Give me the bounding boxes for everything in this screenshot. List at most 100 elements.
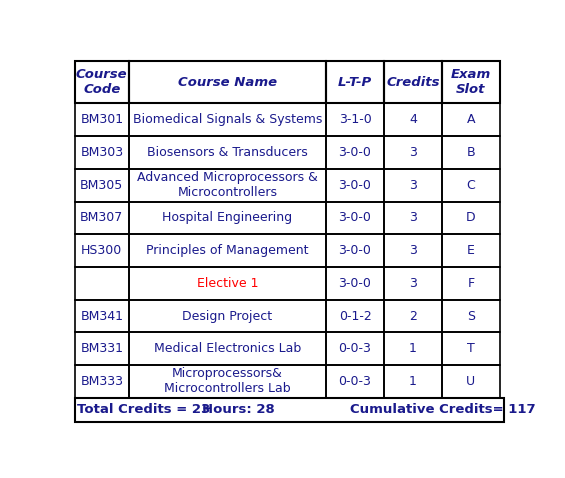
Bar <box>326 332 384 365</box>
Text: 3: 3 <box>409 277 417 290</box>
Bar <box>129 169 326 202</box>
Text: 3-0-0: 3-0-0 <box>338 277 371 290</box>
Bar <box>75 202 129 234</box>
Text: 0-0-3: 0-0-3 <box>338 375 371 388</box>
Bar <box>75 169 129 202</box>
Text: 3: 3 <box>409 146 417 159</box>
Bar <box>384 365 442 398</box>
Bar <box>384 332 442 365</box>
Bar <box>75 332 129 365</box>
Bar <box>442 61 500 103</box>
Text: 0-1-2: 0-1-2 <box>338 310 371 323</box>
Text: Total Credits = 23: Total Credits = 23 <box>77 403 210 416</box>
Bar <box>442 300 500 332</box>
Text: A: A <box>467 113 475 126</box>
Text: 1: 1 <box>409 375 417 388</box>
Text: Biosensors & Transducers: Biosensors & Transducers <box>147 146 308 159</box>
Text: Biomedical Signals & Systems: Biomedical Signals & Systems <box>133 113 322 126</box>
Text: Credits: Credits <box>386 76 440 89</box>
Bar <box>442 136 500 169</box>
Bar <box>75 365 129 398</box>
Text: HS300: HS300 <box>81 244 123 257</box>
Bar <box>75 136 129 169</box>
Text: U: U <box>466 375 475 388</box>
Text: 4: 4 <box>409 113 417 126</box>
Bar <box>442 169 500 202</box>
Text: 3-0-0: 3-0-0 <box>338 146 371 159</box>
Bar <box>75 234 129 267</box>
Text: BM333: BM333 <box>80 375 123 388</box>
Bar <box>442 267 500 300</box>
Bar <box>129 365 326 398</box>
Bar <box>442 234 500 267</box>
Bar <box>129 234 326 267</box>
Bar <box>384 300 442 332</box>
Bar <box>326 267 384 300</box>
Bar <box>75 267 129 300</box>
Bar <box>384 103 442 136</box>
Text: Hospital Engineering: Hospital Engineering <box>162 211 293 224</box>
Text: Cumulative Credits= 117: Cumulative Credits= 117 <box>350 403 535 416</box>
Bar <box>326 300 384 332</box>
Bar <box>442 202 500 234</box>
Text: E: E <box>467 244 475 257</box>
Bar <box>129 300 326 332</box>
Bar <box>129 202 326 234</box>
Bar <box>326 136 384 169</box>
Bar <box>442 103 500 136</box>
Bar <box>326 169 384 202</box>
Text: 2: 2 <box>409 310 417 323</box>
Text: Course Name: Course Name <box>178 76 277 89</box>
Text: B: B <box>467 146 475 159</box>
Bar <box>129 267 326 300</box>
Bar <box>442 365 500 398</box>
Bar <box>75 61 129 103</box>
Text: Design Project: Design Project <box>182 310 272 323</box>
Text: Hours: 28: Hours: 28 <box>202 403 275 416</box>
Bar <box>326 103 384 136</box>
Text: Microprocessors&
Microcontrollers Lab: Microprocessors& Microcontrollers Lab <box>164 368 290 395</box>
Bar <box>75 103 129 136</box>
Text: C: C <box>467 179 475 192</box>
Bar <box>384 234 442 267</box>
Bar <box>326 202 384 234</box>
Text: L-T-P: L-T-P <box>338 76 372 89</box>
Bar <box>129 332 326 365</box>
Text: 3: 3 <box>409 211 417 224</box>
Text: Advanced Microprocessors &
Microcontrollers: Advanced Microprocessors & Microcontroll… <box>137 171 318 199</box>
Text: Medical Electronics Lab: Medical Electronics Lab <box>154 342 301 355</box>
Bar <box>75 398 504 422</box>
Bar <box>326 365 384 398</box>
Bar <box>384 202 442 234</box>
Bar <box>129 136 326 169</box>
Text: 3-0-0: 3-0-0 <box>338 211 371 224</box>
Text: 1: 1 <box>409 342 417 355</box>
Text: Course
Code: Course Code <box>76 68 128 96</box>
Bar <box>129 103 326 136</box>
Text: F: F <box>467 277 475 290</box>
Bar <box>129 61 326 103</box>
Bar <box>326 234 384 267</box>
Text: 0-0-3: 0-0-3 <box>338 342 371 355</box>
Text: BM301: BM301 <box>80 113 123 126</box>
Bar <box>384 61 442 103</box>
Text: Exam
Slot: Exam Slot <box>451 68 491 96</box>
Bar <box>384 267 442 300</box>
Text: Principles of Management: Principles of Management <box>146 244 308 257</box>
Bar <box>75 300 129 332</box>
Text: T: T <box>467 342 475 355</box>
Bar <box>442 332 500 365</box>
Text: 3: 3 <box>409 179 417 192</box>
Text: D: D <box>466 211 476 224</box>
Text: BM307: BM307 <box>80 211 123 224</box>
Text: 3-0-0: 3-0-0 <box>338 179 371 192</box>
Text: 3-1-0: 3-1-0 <box>338 113 371 126</box>
Text: BM331: BM331 <box>80 342 123 355</box>
Text: BM305: BM305 <box>80 179 123 192</box>
Bar <box>384 169 442 202</box>
Text: BM303: BM303 <box>80 146 123 159</box>
Text: 3-0-0: 3-0-0 <box>338 244 371 257</box>
Text: BM341: BM341 <box>80 310 123 323</box>
Text: Elective 1: Elective 1 <box>197 277 258 290</box>
Text: 3: 3 <box>409 244 417 257</box>
